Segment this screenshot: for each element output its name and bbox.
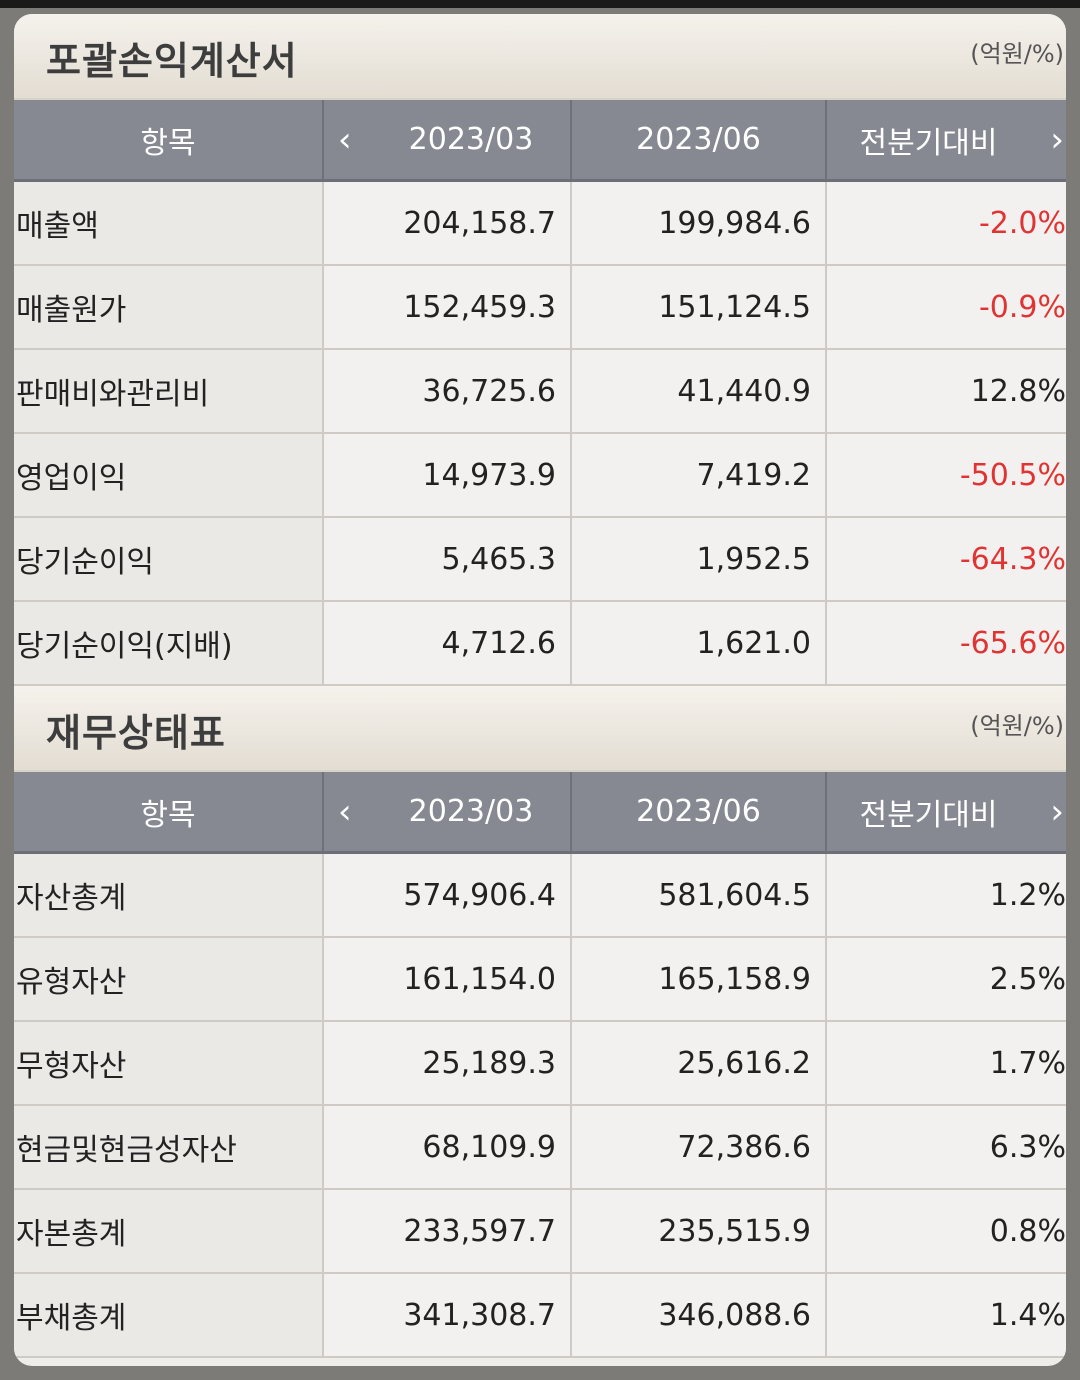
row-period-2-value: 346,088.6 — [572, 1274, 827, 1356]
table-header: 항목 ‹ 2023/03 2023/06 전분기대비 › — [14, 772, 1066, 854]
header-period-2: 2023/06 — [572, 772, 827, 851]
row-item: 자본총계 — [14, 1190, 324, 1272]
row-period-1-value: 36,725.6 — [324, 350, 572, 432]
row-period-1-value: 14,973.9 — [324, 434, 572, 516]
row-change-value: 12.8% — [827, 350, 1066, 432]
row-change-value: 1.2% — [827, 854, 1066, 936]
row-item: 유형자산 — [14, 938, 324, 1020]
row-change-value: -0.9% — [827, 266, 1066, 348]
row-period-2-value: 581,604.5 — [572, 854, 827, 936]
chevron-right-icon[interactable]: › — [1050, 791, 1064, 832]
row-change-value: 2.5% — [827, 938, 1066, 1020]
row-item: 자산총계 — [14, 854, 324, 936]
row-period-2-value: 7,419.2 — [572, 434, 827, 516]
table-row[interactable]: 자산총계 574,906.4 581,604.5 1.2% — [14, 854, 1066, 938]
table-row[interactable]: 매출액 204,158.7 199,984.6 -2.0% — [14, 182, 1066, 266]
header-item: 항목 — [14, 100, 324, 179]
row-period-1-value: 68,109.9 — [324, 1106, 572, 1188]
table-row[interactable]: 당기순이익 5,465.3 1,952.5 -64.3% — [14, 518, 1066, 602]
table-row[interactable]: 판매비와관리비 36,725.6 41,440.9 12.8% — [14, 350, 1066, 434]
financial-card: 포괄손익계산서 (억원/%) 항목 ‹ 2023/03 2023/06 전분기대… — [14, 14, 1066, 1366]
table-row[interactable]: 매출원가 152,459.3 151,124.5 -0.9% — [14, 266, 1066, 350]
row-item: 부채총계 — [14, 1274, 324, 1356]
table-row[interactable]: 무형자산 25,189.3 25,616.2 1.7% — [14, 1022, 1066, 1106]
header-period-1-label: 2023/03 — [408, 794, 534, 829]
unit-label: (억원/%) — [970, 712, 1064, 740]
header-change-label: 전분기대비 — [859, 125, 998, 161]
table-row[interactable]: 유형자산 161,154.0 165,158.9 2.5% — [14, 938, 1066, 1022]
row-period-2-value: 25,616.2 — [572, 1022, 827, 1104]
row-change-value: 1.4% — [827, 1274, 1066, 1356]
header-change: 전분기대비 › — [827, 100, 1066, 179]
header-period-1-label: 2023/03 — [408, 122, 534, 157]
row-period-2-value: 41,440.9 — [572, 350, 827, 432]
row-item: 당기순이익 — [14, 518, 324, 600]
row-item: 무형자산 — [14, 1022, 324, 1104]
chevron-right-icon[interactable]: › — [1050, 119, 1064, 160]
row-period-1-value: 341,308.7 — [324, 1274, 572, 1356]
header-period-1: ‹ 2023/03 — [324, 100, 572, 179]
unit-label: (억원/%) — [970, 40, 1064, 68]
row-change-value: 0.8% — [827, 1190, 1066, 1272]
section-title: 재무상태표 — [46, 711, 226, 755]
row-period-1-value: 161,154.0 — [324, 938, 572, 1020]
row-change-value: 1.7% — [827, 1022, 1066, 1104]
row-change-value: -64.3% — [827, 518, 1066, 600]
row-period-1-value: 233,597.7 — [324, 1190, 572, 1272]
row-period-2-value: 151,124.5 — [572, 266, 827, 348]
balance-sheet-section: 재무상태표 (억원/%) 항목 ‹ 2023/03 2023/06 전분기대비 … — [14, 686, 1066, 1358]
table-row[interactable]: 영업이익 14,973.9 7,419.2 -50.5% — [14, 434, 1066, 518]
status-bar-edge — [0, 0, 1080, 8]
header-change-label: 전분기대비 — [859, 797, 998, 833]
row-change-value: -65.6% — [827, 602, 1066, 684]
row-period-2-value: 72,386.6 — [572, 1106, 827, 1188]
row-period-1-value: 5,465.3 — [324, 518, 572, 600]
header-change: 전분기대비 › — [827, 772, 1066, 851]
row-period-2-value: 199,984.6 — [572, 182, 827, 264]
row-item: 매출액 — [14, 182, 324, 264]
table-row[interactable]: 현금및현금성자산 68,109.9 72,386.6 6.3% — [14, 1106, 1066, 1190]
table-row[interactable]: 부채총계 341,308.7 346,088.6 1.4% — [14, 1274, 1066, 1358]
row-change-value: -2.0% — [827, 182, 1066, 264]
row-period-2-value: 165,158.9 — [572, 938, 827, 1020]
header-period-1: ‹ 2023/03 — [324, 772, 572, 851]
header-item: 항목 — [14, 772, 324, 851]
row-period-1-value: 574,906.4 — [324, 854, 572, 936]
row-period-2-value: 235,515.9 — [572, 1190, 827, 1272]
row-item: 판매비와관리비 — [14, 350, 324, 432]
header-period-2: 2023/06 — [572, 100, 827, 179]
row-period-2-value: 1,952.5 — [572, 518, 827, 600]
table-row[interactable]: 자본총계 233,597.7 235,515.9 0.8% — [14, 1190, 1066, 1274]
section-header: 재무상태표 (억원/%) — [14, 686, 1066, 772]
row-period-1-value: 4,712.6 — [324, 602, 572, 684]
chevron-left-icon[interactable]: ‹ — [338, 791, 352, 832]
row-item: 매출원가 — [14, 266, 324, 348]
row-period-1-value: 152,459.3 — [324, 266, 572, 348]
section-title: 포괄손익계산서 — [46, 39, 298, 83]
row-item: 당기순이익(지배) — [14, 602, 324, 684]
table-header: 항목 ‹ 2023/03 2023/06 전분기대비 › — [14, 100, 1066, 182]
row-item: 현금및현금성자산 — [14, 1106, 324, 1188]
row-item: 영업이익 — [14, 434, 324, 516]
row-period-1-value: 204,158.7 — [324, 182, 572, 264]
table-row[interactable]: 당기순이익(지배) 4,712.6 1,621.0 -65.6% — [14, 602, 1066, 686]
row-change-value: -50.5% — [827, 434, 1066, 516]
income-statement-section: 포괄손익계산서 (억원/%) 항목 ‹ 2023/03 2023/06 전분기대… — [14, 14, 1066, 686]
row-period-1-value: 25,189.3 — [324, 1022, 572, 1104]
section-header: 포괄손익계산서 (억원/%) — [14, 14, 1066, 100]
row-change-value: 6.3% — [827, 1106, 1066, 1188]
chevron-left-icon[interactable]: ‹ — [338, 119, 352, 160]
row-period-2-value: 1,621.0 — [572, 602, 827, 684]
